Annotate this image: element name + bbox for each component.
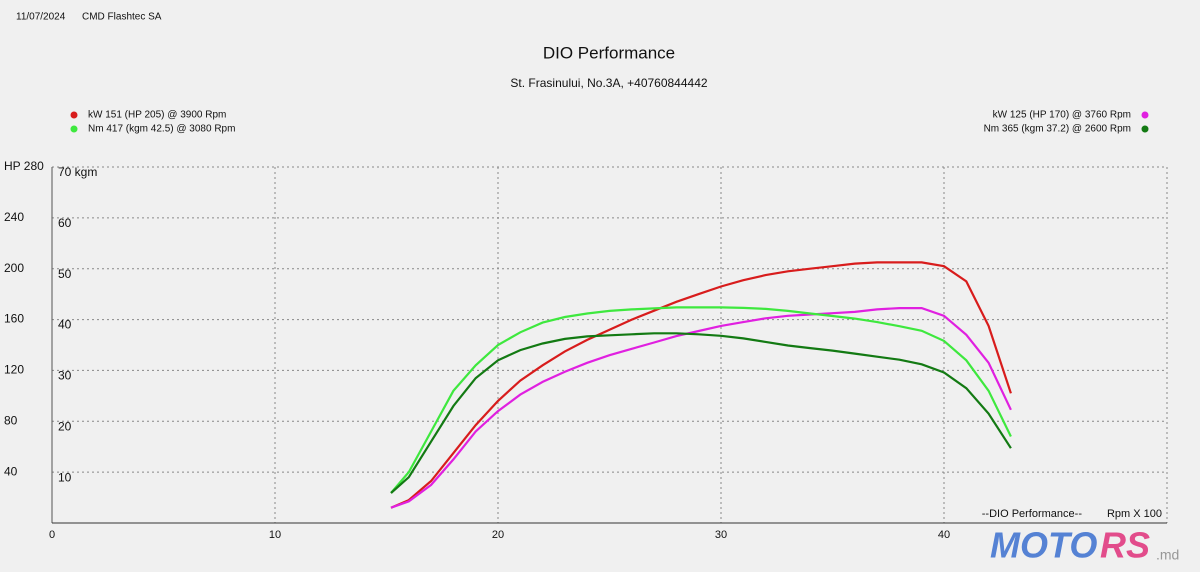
y-tick-label: 160	[4, 312, 24, 326]
watermark: RS	[1100, 525, 1150, 566]
line-series	[390, 306, 1012, 494]
y-tick-label: 200	[4, 261, 24, 275]
y2-tick-label: 10	[58, 470, 72, 484]
x-tick-label: 40	[938, 529, 950, 541]
y2-tick-label: 30	[58, 369, 72, 383]
y-tick-label: 40	[4, 464, 18, 478]
company: CMD Flashtec SA	[82, 12, 162, 23]
line-series	[390, 307, 1012, 509]
x-tick-label: 0	[49, 529, 55, 541]
y-tick-label: 80	[4, 413, 18, 427]
legend-marker	[1141, 111, 1149, 119]
y2-tick-label: 70 kgm	[58, 165, 97, 179]
x-tick-label: 10	[269, 529, 281, 541]
date: 11/07/2024	[16, 12, 66, 23]
legend-marker	[70, 111, 78, 119]
legend-marker	[1141, 125, 1149, 133]
watermark: .md	[1156, 547, 1179, 563]
y2-tick-label: 40	[58, 318, 72, 332]
legend-label: kW 125 (HP 170) @ 3760 Rpm	[993, 110, 1131, 121]
annotation: Rpm X 100	[1107, 508, 1162, 520]
x-tick-label: 30	[715, 529, 727, 541]
legend-label: Nm 365 (kgm 37.2) @ 2600 Rpm	[984, 124, 1131, 135]
watermark: MOTO	[990, 525, 1097, 566]
y2-tick-label: 50	[58, 267, 72, 281]
y2-tick-label: 60	[58, 216, 72, 230]
x-tick-label: 20	[492, 529, 504, 541]
chart-subtitle: St. Frasinului, No.3A, +40760844442	[510, 76, 707, 90]
y-tick-label: 240	[4, 210, 24, 224]
legend-label: kW 151 (HP 205) @ 3900 Rpm	[88, 110, 226, 121]
y-tick-label: 120	[4, 363, 24, 377]
line-series	[390, 332, 1012, 494]
y2-tick-label: 20	[58, 419, 72, 433]
line-series	[390, 261, 1012, 509]
annotation: --DIO Performance--	[982, 508, 1083, 520]
legend-label: Nm 417 (kgm 42.5) @ 3080 Rpm	[88, 124, 235, 135]
y-tick-label: HP 280	[4, 159, 44, 173]
chart-title: DIO Performance	[543, 43, 675, 62]
legend-marker	[70, 125, 78, 133]
